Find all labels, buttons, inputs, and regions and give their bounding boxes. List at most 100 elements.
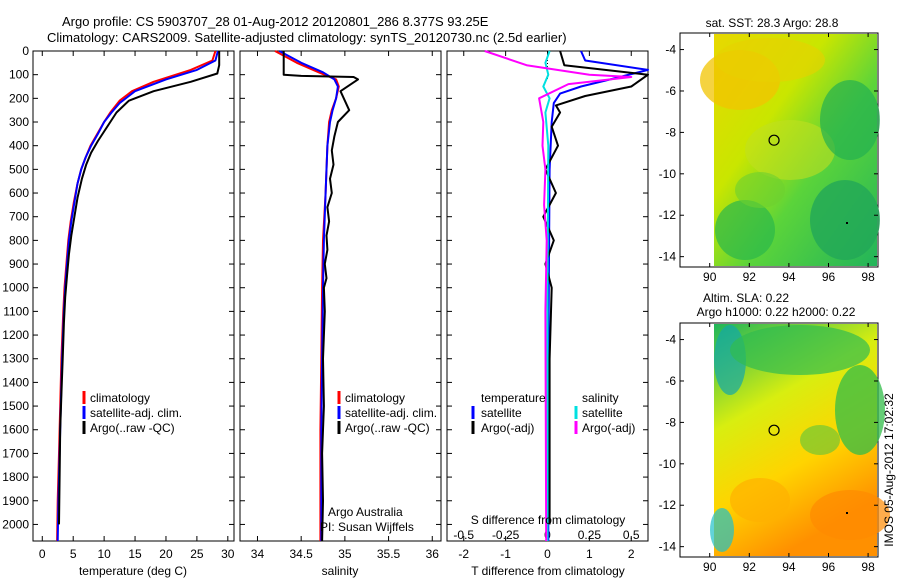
sst-map-argo-marker [768, 134, 780, 146]
temperature-legend-satellite: satellite-adj. clim. [90, 406, 182, 420]
series-line-temperature-satellite [547, 50, 649, 541]
map-y-tick-label: -8 [665, 415, 676, 429]
y-tick-label: 1600 [2, 423, 29, 437]
x-tick-label: 34 [251, 547, 265, 561]
difference-panel: -2 -1 0 1 2-0.5 -0.25 0 0.25 0.5 S difference fr… [446, 50, 649, 578]
x-tick-label: 35.5 [377, 547, 401, 561]
side-timestamp-label: IMOS 05-Aug-2012 17:02:32 [882, 393, 896, 547]
x-tick-label: 10 [97, 547, 111, 561]
y-tick-label: 100 [9, 68, 29, 82]
map-x-tick-label: 90 [703, 560, 717, 574]
y-tick-label: 500 [9, 162, 29, 176]
x-tick-label: 5 [70, 547, 77, 561]
map-y-tick-label: -12 [659, 208, 677, 222]
difference-xlabel: T difference from climatology [471, 564, 625, 578]
map-y-tick-label: -10 [659, 457, 677, 471]
salinity-legend-satellite: satellite-adj. clim. [345, 406, 437, 420]
y-tick-label: 1800 [2, 470, 29, 484]
temperature-panel: 0100200300400500600700800900100011001200… [2, 44, 235, 578]
x-tick-top-label: -0.5 [453, 528, 474, 542]
difference-legend: temperature salinity satellite Argo(-adj… [471, 391, 635, 435]
salinity-annotation-2: PI: Susan Wijffels [320, 520, 414, 534]
map-y-tick-label: -14 [659, 250, 677, 264]
map-x-tick-label: 94 [782, 270, 796, 284]
temperature-legend: climatology satellite-adj. clim. Argo(..… [82, 391, 182, 435]
map-x-tick-label: 96 [822, 560, 836, 574]
y-tick-label: 0 [22, 44, 29, 58]
series-line-argo-raw-qc- [58, 51, 221, 525]
map-x-tick-label: 98 [861, 270, 875, 284]
y-tick-label: 1900 [2, 494, 29, 508]
y-tick-label: 200 [9, 91, 29, 105]
x-tick-label: 0 [39, 547, 46, 561]
sla-map-title-line2: Argo h1000: 0.22 h2000: 0.22 [697, 305, 856, 319]
x-tick-label: 2 [628, 547, 635, 561]
x-tick-label: -1 [500, 547, 511, 561]
salinity-panel: 34 34.5 35 35.5 36 salinity climatology sate… [239, 50, 442, 578]
figure-title-line2: Climatology: CARS2009. Satellite-adjuste… [47, 30, 567, 45]
temperature-xlabel: temperature (deg C) [79, 564, 187, 578]
difference-lines [484, 50, 649, 542]
difference-legend-t-satellite: satellite [481, 406, 522, 420]
map-y-tick-label: -4 [665, 333, 676, 347]
series-line-argo-raw-qc- [282, 51, 359, 542]
difference-legend-s-argo: Argo(-adj) [582, 421, 635, 435]
salinity-ticks: 34 34.5 35 35.5 36 [240, 50, 441, 561]
map-y-tick-label: -6 [665, 374, 676, 388]
y-tick-label: 900 [9, 257, 29, 271]
x-tick-label: 30 [221, 547, 235, 561]
y-tick-label: 800 [9, 233, 29, 247]
map-y-tick-label: -4 [665, 43, 676, 57]
map-x-tick-label: 92 [743, 270, 757, 284]
x-tick-label: 20 [159, 547, 173, 561]
x-tick-top-label: 0.5 [623, 528, 640, 542]
y-tick-label: 1300 [2, 352, 29, 366]
salinity-annotation-1: Argo Australia [328, 505, 403, 519]
figure-title-line1: Argo profile: CS 5903707_28 01-Aug-2012 … [62, 14, 489, 29]
map-x-tick-label: 90 [703, 270, 717, 284]
salinity-legend-climatology: climatology [345, 391, 405, 405]
map-y-tick-label: -8 [665, 125, 676, 139]
salinity-axes-frame [239, 50, 442, 542]
difference-legend-s-satellite: satellite [582, 406, 623, 420]
series-line-salinity-satellite [542, 50, 551, 541]
temperature-axes-frame [32, 50, 235, 542]
sst-map-field [700, 34, 880, 266]
x-tick-label: 34.5 [289, 547, 313, 561]
x-tick-top-label: 0.25 [578, 528, 602, 542]
y-tick-label: 1700 [2, 446, 29, 460]
temperature-lines [56, 50, 221, 542]
y-tick-label: 1200 [2, 328, 29, 342]
y-tick-label: 400 [9, 139, 29, 153]
salinity-legend-argo: Argo(..raw -QC) [345, 421, 430, 435]
difference-legend-t-argo: Argo(-adj) [481, 421, 534, 435]
sla-map-field [710, 324, 890, 556]
map-y-tick-label: -6 [665, 84, 676, 98]
difference-legend-header-temperature: temperature [481, 391, 546, 405]
difference-xlabel-top: S difference from climatology [471, 513, 626, 527]
x-tick-label: 35 [338, 547, 352, 561]
sla-map-dot [846, 512, 848, 514]
sla-map-argo-marker [768, 424, 780, 436]
sla-map-ticks: 90 92 94 96 98 -4 -6 -8 -10 -12 -14 [659, 323, 878, 574]
sst-map-title: sat. SST: 28.3 Argo: 28.8 [706, 16, 839, 30]
map-x-tick-label: 92 [743, 560, 757, 574]
map-x-tick-label: 98 [861, 560, 875, 574]
temperature-ticks: 0100200300400500600700800900100011001200… [2, 44, 235, 561]
map-x-tick-label: 96 [822, 270, 836, 284]
x-tick-label: 36 [426, 547, 440, 561]
difference-ticks: -2 -1 0 1 2-0.5 -0.25 0 0.25 0.5 [447, 50, 648, 561]
x-tick-label: -2 [458, 547, 469, 561]
temperature-legend-argo: Argo(..raw -QC) [90, 421, 175, 435]
x-tick-label: 1 [586, 547, 593, 561]
x-tick-label: 0 [544, 547, 551, 561]
temperature-legend-climatology: climatology [90, 391, 150, 405]
salinity-lines [274, 50, 359, 542]
sla-map: Altim. SLA: 0.22 Argo h1000: 0.22 h2000:… [659, 291, 890, 574]
y-tick-label: 700 [9, 210, 29, 224]
x-tick-label: 15 [128, 547, 142, 561]
y-tick-label: 300 [9, 115, 29, 129]
sst-map-ticks: 90 92 94 96 98 -4 -6 -8 -10 -12 -14 [659, 33, 878, 284]
map-y-tick-label: -14 [659, 540, 677, 554]
